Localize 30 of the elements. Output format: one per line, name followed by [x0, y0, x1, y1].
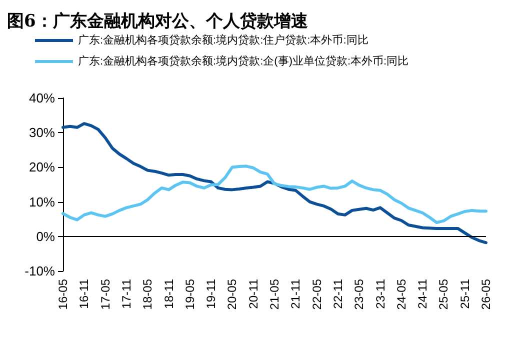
y-tick-label: 10%	[28, 194, 56, 210]
x-tick-label: 20-11	[246, 278, 260, 309]
x-tick-label: 19-05	[182, 278, 197, 310]
x-tick-label: 23-05	[352, 278, 366, 310]
x-tick-label: 17-05	[98, 278, 112, 310]
x-tick-label: 19-11	[204, 278, 218, 309]
x-tick-label: 25-05	[436, 278, 451, 310]
x-tick-label: 21-05	[268, 278, 282, 310]
x-tick-label: 25-11	[458, 278, 472, 309]
x-tick-label: 18-11	[162, 278, 176, 309]
chart-title: 图6：广东金融机构对公、个人贷款增速	[7, 12, 308, 32]
legend-label: 广东:金融机构各项贷款余额:境内贷款:住户贷款:本外币:同比	[78, 34, 368, 46]
y-tick-label: 0%	[36, 228, 56, 244]
x-tick-label: 21-11	[288, 278, 303, 309]
y-tick-label: -10%	[24, 264, 56, 278]
x-tick-label: 24-05	[394, 278, 408, 310]
x-tick-label: 17-11	[119, 278, 134, 309]
x-tick-label: 26-05	[479, 278, 493, 310]
x-tick-label: 16-05	[56, 278, 70, 310]
y-tick-label: 30%	[28, 125, 56, 140]
x-tick-label: 23-11	[373, 278, 388, 309]
y-tick-label: 20%	[28, 160, 56, 175]
y-tick-label: 40%	[28, 90, 56, 106]
x-tick-label: 18-05	[140, 278, 155, 310]
x-tick-label: 22-05	[310, 278, 324, 310]
legend-label: 广东:金融机构各项贷款余额:境内贷款:企(事)业单位贷款:本外币:同比	[78, 54, 409, 68]
x-tick-label: 24-11	[416, 278, 430, 309]
x-tick-label: 16-11	[77, 278, 92, 309]
x-tick-label: 22-11	[330, 278, 345, 309]
x-tick-label: 20-05	[225, 278, 240, 310]
